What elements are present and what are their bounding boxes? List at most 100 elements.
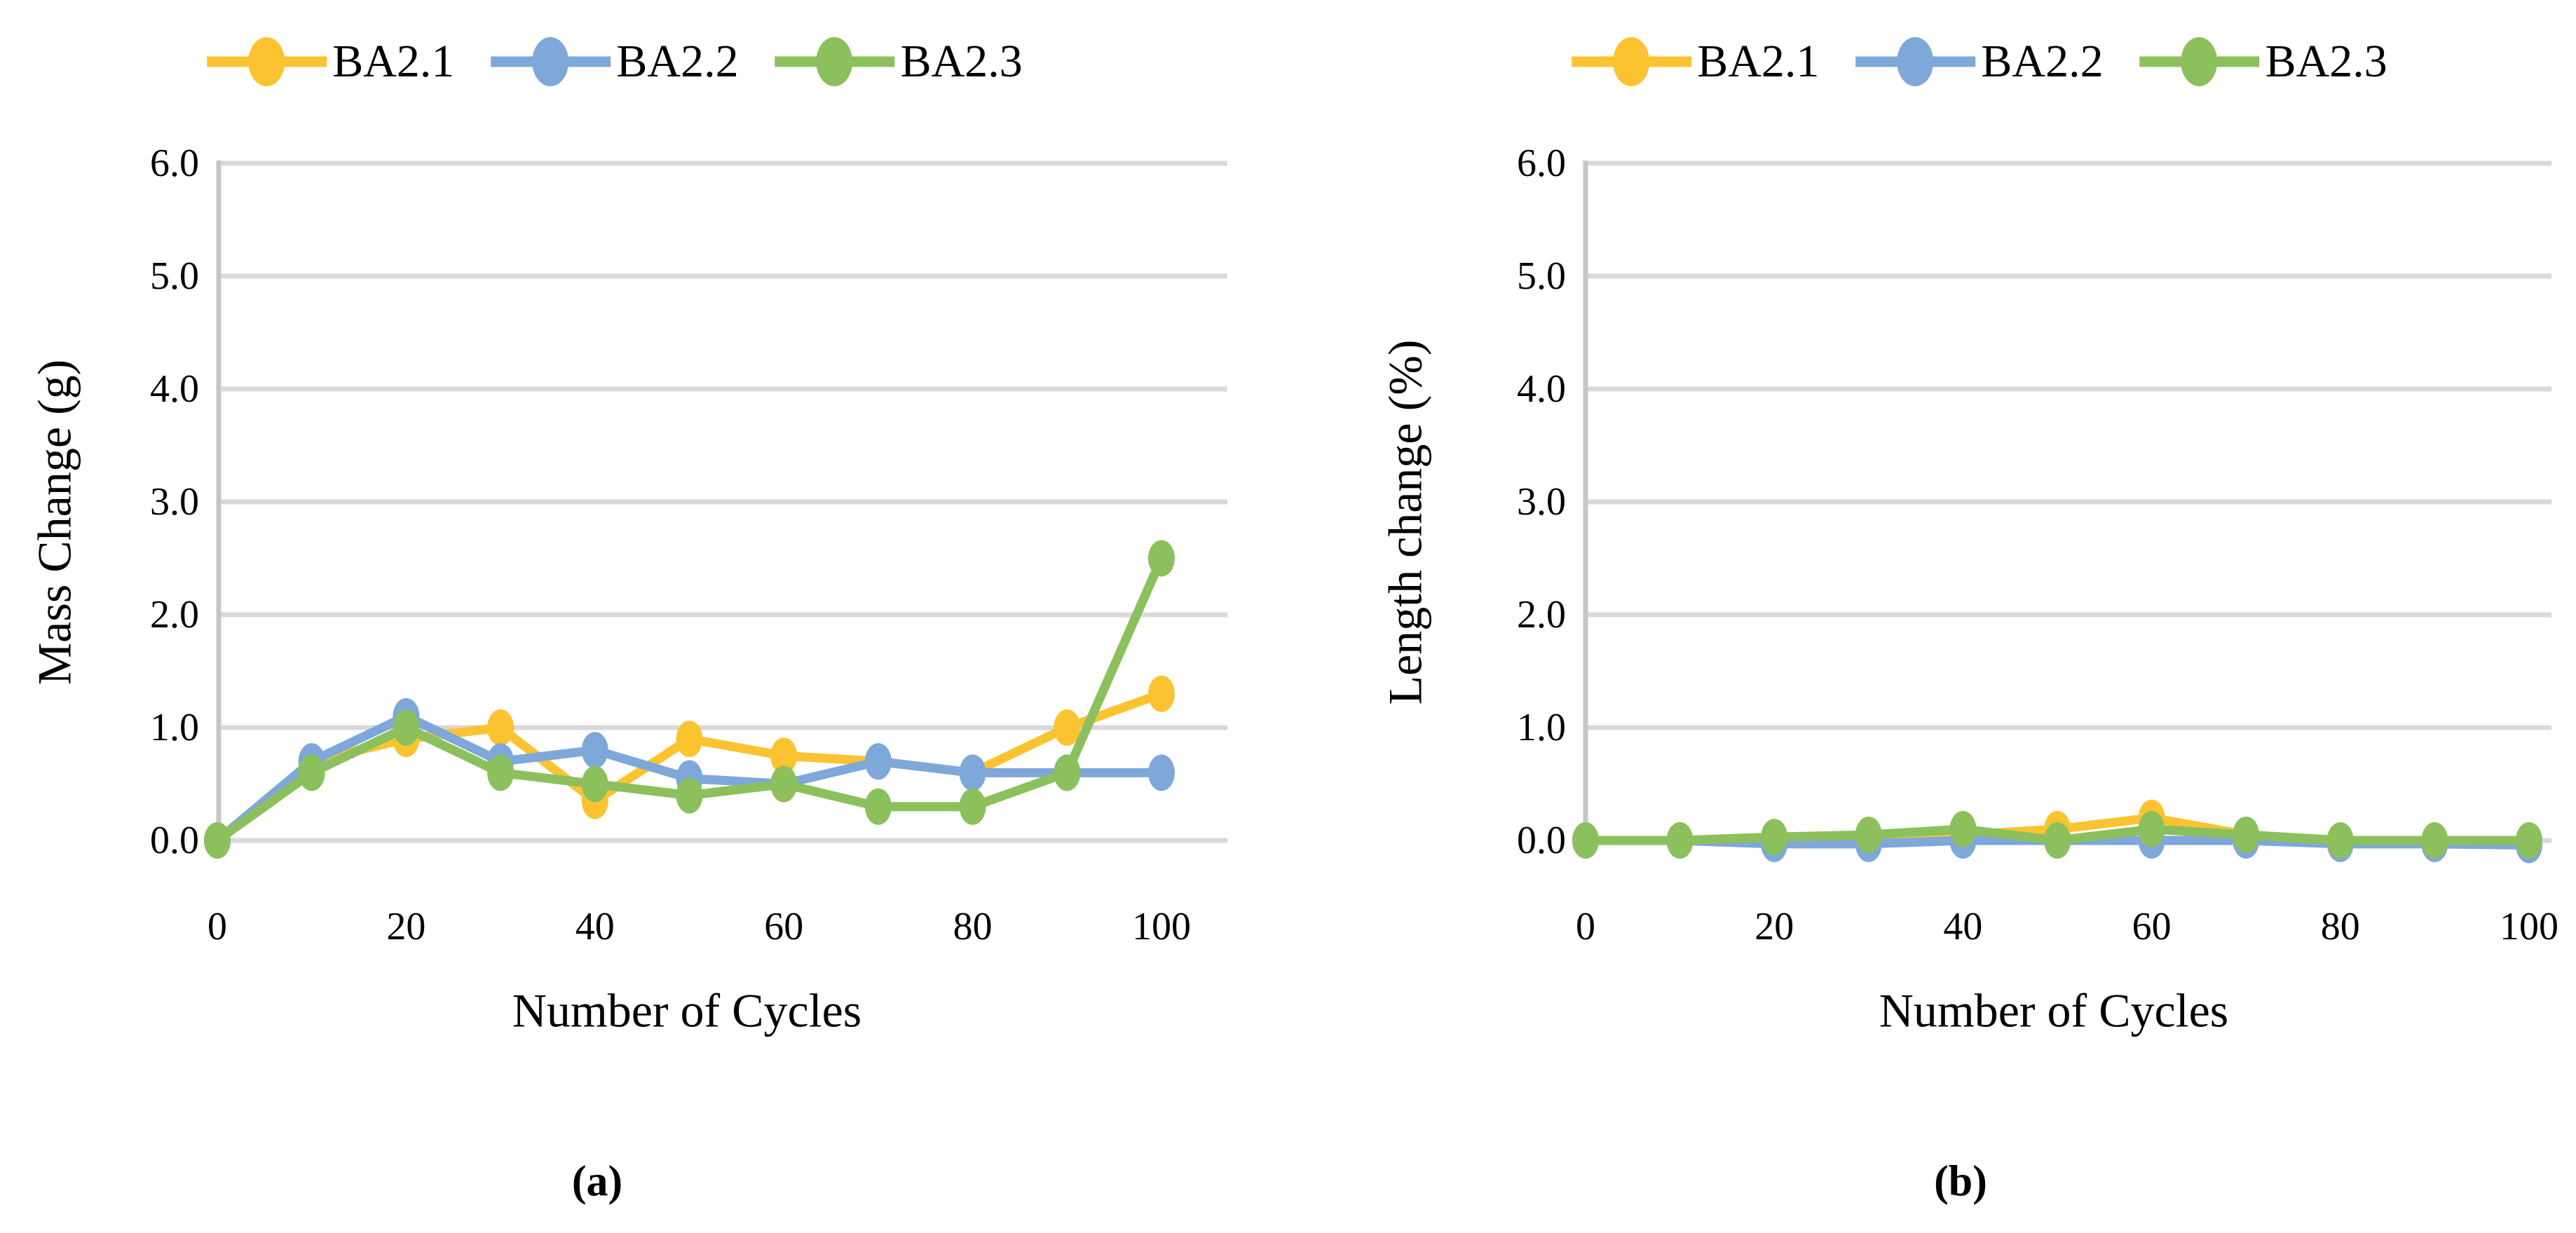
series-marker-BA2.2-70	[864, 743, 892, 780]
series-marker-BA2.3-70	[864, 788, 892, 825]
legend-marker-BA2.3	[2139, 37, 2260, 86]
series-marker-BA2.3-80	[2326, 822, 2354, 859]
x-tick-label-20: 20	[386, 905, 425, 948]
y-tick-label-0.0: 0.0	[150, 819, 199, 862]
series-marker-BA2.3-70	[2233, 816, 2260, 853]
legend-item-BA2.3: BA2.3	[2139, 35, 2387, 88]
series-marker-BA2.3-90	[2421, 822, 2448, 859]
y-tick-label-2.0: 2.0	[150, 593, 199, 636]
legend-label-BA2.3: BA2.3	[900, 36, 1023, 87]
series-marker-BA2.3-80	[959, 788, 986, 825]
legend-marker-BA2.1	[1572, 37, 1692, 86]
y-tick-label-4.0: 4.0	[1517, 367, 1566, 411]
series-marker-BA2.3-100	[2516, 822, 2542, 859]
legend-item-BA2.1: BA2.1	[205, 35, 454, 88]
legend-label-BA2.3: BA2.3	[2265, 36, 2387, 87]
x-tick-label-60: 60	[2132, 905, 2172, 948]
series-marker-BA2.3-0	[1572, 822, 1599, 859]
y-tick-labels: 0.0 1.0 2.0 3.0 4.0 5.0 6.0	[1517, 142, 1566, 862]
series-marker-BA2.3-100	[1148, 540, 1175, 577]
y-tick-label-3.0: 3.0	[150, 480, 199, 524]
series-marker-BA2.3-50	[676, 777, 703, 814]
y-tick-label-5.0: 5.0	[150, 254, 199, 298]
legend-marker-BA2.2	[491, 37, 611, 86]
legend-a: BA2.1 BA2.2 BA2.3	[205, 35, 1023, 88]
series-marker-BA2.3-40	[1949, 810, 1977, 847]
caption-a: (a)	[571, 1157, 623, 1206]
series-marker-BA2.3-20	[393, 709, 420, 746]
legend-item-BA2.1: BA2.1	[1570, 35, 1819, 88]
legend-dot-BA2.1	[248, 37, 285, 86]
y-tick-label-1.0: 1.0	[150, 706, 199, 749]
series-marker-BA2.3-50	[2044, 822, 2071, 859]
y-tick-label-5.0: 5.0	[1517, 254, 1566, 298]
caption-b: (b)	[1934, 1157, 1987, 1206]
series-marker-BA2.3-40	[581, 765, 608, 803]
series-marker-BA2.3-10	[298, 754, 325, 791]
series-marker-BA2.2-100	[1148, 754, 1175, 791]
plot-area-b: 0.0 1.0 2.0 3.0 4.0 5.0 6.0 0 20 40 60 80 100	[1517, 142, 2558, 948]
x-tick-labels: 0 20 40 60 80 100	[1576, 905, 2558, 948]
gridlines	[1586, 161, 2551, 843]
series-marker-BA2.3-20	[1761, 819, 1788, 856]
x-tick-label-0: 0	[1576, 905, 1595, 948]
x-tick-labels: 0 20 40 60 80 100	[207, 905, 1191, 948]
series-marker-BA2.3-90	[1054, 754, 1081, 791]
x-axis-title-a: Number of Cycles	[512, 983, 862, 1037]
legend-dot-BA2.1	[1613, 37, 1650, 86]
x-tick-label-80: 80	[953, 905, 993, 948]
series-BA2.3	[1572, 810, 2542, 859]
series-marker-BA2.2-80	[959, 754, 986, 791]
legend-dot-BA2.2	[1897, 37, 1934, 86]
y-tick-label-2.0: 2.0	[1517, 593, 1566, 636]
series-marker-BA2.1-60	[770, 737, 798, 775]
x-tick-label-40: 40	[1943, 905, 1982, 948]
legend-dot-BA2.3	[816, 37, 853, 86]
legend-label-BA2.2: BA2.2	[616, 36, 739, 87]
y-tick-label-0.0: 0.0	[1517, 819, 1566, 862]
legend-label-BA2.2: BA2.2	[1981, 36, 2104, 87]
series-marker-BA2.3-30	[1855, 816, 1882, 853]
series-BA2.3	[204, 540, 1175, 859]
y-tick-label-6.0: 6.0	[1517, 142, 1566, 185]
series-marker-BA2.3-30	[487, 754, 514, 791]
legend-dot-BA2.2	[532, 37, 569, 86]
legend-item-BA2.2: BA2.2	[489, 35, 739, 88]
legend-label-BA2.1: BA2.1	[332, 36, 455, 87]
x-tick-label-100: 100	[2500, 905, 2558, 948]
x-axis-title-b: Number of Cycles	[1879, 983, 2229, 1037]
y-tick-label-1.0: 1.0	[1517, 706, 1566, 749]
y-tick-label-3.0: 3.0	[1517, 480, 1566, 524]
x-tick-label-0: 0	[207, 905, 227, 948]
legend-dot-BA2.3	[2181, 37, 2218, 86]
chart-b: 0.0 1.0 2.0 3.0 4.0 5.0 6.0 0 20 40 60 80 100 BA2.1 B…	[1288, 0, 2576, 1233]
series-marker-BA2.1-100	[1148, 675, 1175, 712]
series-marker-BA2.3-10	[1666, 822, 1694, 859]
series-marker-BA2.3-60	[770, 765, 798, 803]
series-marker-BA2.1-50	[676, 721, 703, 758]
y-tick-labels: 0.0 1.0 2.0 3.0 4.0 5.0 6.0	[150, 142, 199, 862]
series-marker-BA2.1-90	[1054, 709, 1081, 746]
y-axis-title-a: Mass Change (g)	[27, 359, 81, 686]
x-tick-label-20: 20	[1754, 905, 1794, 948]
legend-item-BA2.2: BA2.2	[1854, 35, 2104, 88]
legend-label-BA2.1: BA2.1	[1697, 36, 1820, 87]
legend-b: BA2.1 BA2.2 BA2.3	[1570, 35, 2387, 88]
x-tick-label-80: 80	[2321, 905, 2360, 948]
series-marker-BA2.2-40	[581, 732, 608, 769]
x-tick-label-60: 60	[764, 905, 803, 948]
series-marker-BA2.1-30	[487, 709, 514, 746]
y-axis-title-b: Length change (%)	[1378, 339, 1432, 705]
legend-marker-BA2.1	[207, 37, 327, 86]
legend-marker-BA2.3	[775, 37, 895, 86]
chart-a: 0.0 1.0 2.0 3.0 4.0 5.0 6.0 0 20 40 60 80 100 BA2.1 B…	[27, 35, 1227, 1206]
y-tick-label-4.0: 4.0	[150, 367, 199, 411]
legend-item-BA2.3: BA2.3	[774, 35, 1023, 88]
series-marker-BA2.3-0	[204, 822, 231, 859]
y-tick-label-6.0: 6.0	[150, 142, 199, 185]
series-marker-BA2.3-60	[2138, 810, 2165, 847]
legend-marker-BA2.2	[1855, 37, 1976, 86]
x-tick-label-40: 40	[575, 905, 615, 948]
x-tick-label-100: 100	[1132, 905, 1191, 948]
